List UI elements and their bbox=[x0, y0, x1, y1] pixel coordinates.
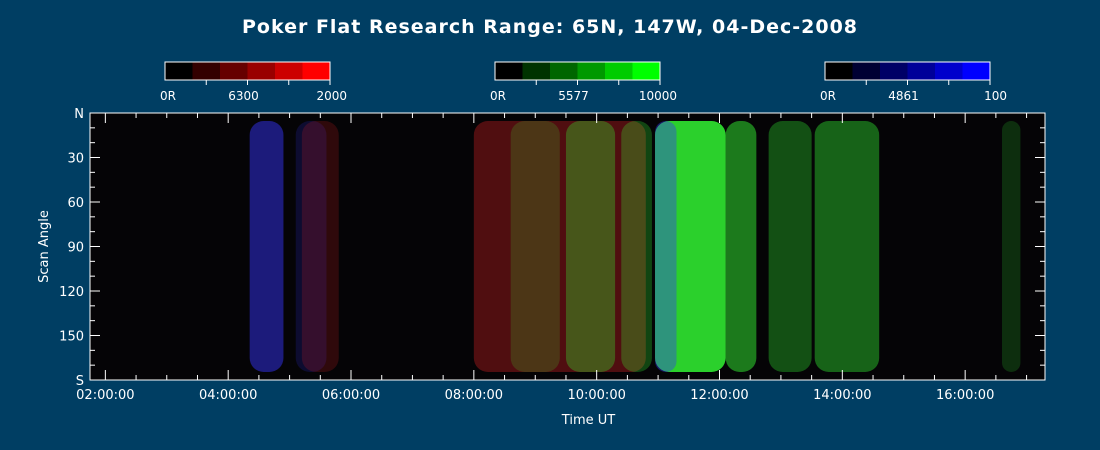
colorbar-1-swatch bbox=[165, 62, 193, 80]
emission-band-green bbox=[621, 121, 652, 372]
colorbar-2-swatch bbox=[605, 62, 633, 80]
colorbar-1-swatch bbox=[192, 62, 221, 80]
emission-band-blue bbox=[655, 121, 677, 372]
colorbar-2-min-label: 0R bbox=[490, 89, 506, 103]
x-tick-label: 02:00:00 bbox=[76, 388, 134, 403]
colorbar-2-swatch bbox=[495, 62, 523, 80]
y-tick-label: N bbox=[74, 107, 84, 122]
colorbar-1-swatch bbox=[220, 62, 248, 80]
colorbar-1-swatch bbox=[275, 62, 303, 80]
y-tick-label: 30 bbox=[67, 152, 84, 167]
colorbar-3-min-label: 0R bbox=[820, 89, 836, 103]
colorbar-3-swatch bbox=[962, 62, 991, 80]
colorbar-3-swatch bbox=[907, 62, 936, 80]
y-axis-label: Scan Angle bbox=[37, 210, 52, 283]
y-tick-label: 150 bbox=[59, 330, 84, 345]
colorbar-2-swatch bbox=[632, 62, 661, 80]
y-tick-label: 60 bbox=[67, 196, 84, 211]
emission-bands bbox=[249, 121, 1021, 372]
emission-band-green bbox=[510, 121, 560, 372]
colorbar-1-wavelength-label: 6300 bbox=[228, 89, 259, 103]
y-tick-label: 90 bbox=[67, 241, 84, 256]
emission-band-green bbox=[565, 121, 616, 372]
x-tick-label: 14:00:00 bbox=[813, 388, 871, 403]
y-tick-label: S bbox=[76, 374, 84, 389]
colorbar-2-max-label: 10000 bbox=[639, 89, 677, 103]
colorbar-2-swatch bbox=[550, 62, 578, 80]
colorbar-3-swatch bbox=[852, 62, 881, 80]
colorbar-2-swatch bbox=[522, 62, 551, 80]
emission-band-green bbox=[814, 121, 880, 372]
emission-band-green bbox=[725, 121, 757, 372]
colorbar-3-max-label: 100 bbox=[984, 89, 1007, 103]
x-tick-label: 16:00:00 bbox=[936, 388, 994, 403]
colorbar-1-max-label: 2000 bbox=[316, 89, 347, 103]
emission-band-blue bbox=[249, 121, 284, 372]
colorbar-3-swatch bbox=[935, 62, 963, 80]
x-tick-label: 08:00:00 bbox=[445, 388, 503, 403]
emission-band-green bbox=[768, 121, 812, 372]
colorbar-3-wavelength-label: 4861 bbox=[888, 89, 919, 103]
y-tick-label: 120 bbox=[59, 285, 84, 300]
emission-band-green bbox=[1002, 121, 1021, 372]
colorbar-3-swatch bbox=[825, 62, 853, 80]
colorbar-2-wavelength-label: 5577 bbox=[558, 89, 589, 103]
colorbar-1-swatch bbox=[302, 62, 331, 80]
colorbar-1-swatch bbox=[247, 62, 276, 80]
colorbar-2-swatch bbox=[577, 62, 606, 80]
emission-band-red bbox=[301, 121, 339, 372]
x-tick-label: 06:00:00 bbox=[322, 388, 380, 403]
colorbar-1-min-label: 0R bbox=[160, 89, 176, 103]
chart-title: Poker Flat Research Range: 65N, 147W, 04… bbox=[241, 16, 859, 38]
x-tick-label: 10:00:00 bbox=[567, 388, 625, 403]
x-tick-label: 04:00:00 bbox=[199, 388, 257, 403]
colorbar-3-swatch bbox=[880, 62, 908, 80]
x-axis-label: Time UT bbox=[561, 413, 615, 428]
x-tick-label: 12:00:00 bbox=[690, 388, 748, 403]
